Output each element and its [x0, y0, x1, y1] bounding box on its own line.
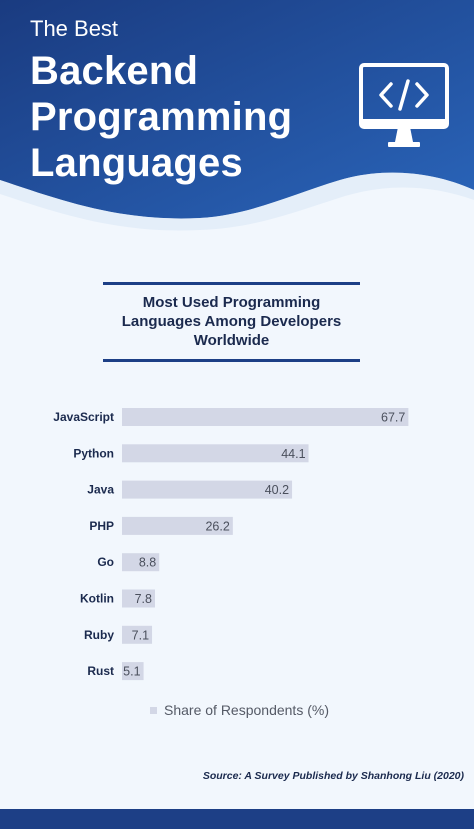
page-title-line-3: Languages — [30, 141, 243, 185]
page-title-line-1: Backend — [30, 49, 199, 93]
category-label: PHP — [89, 519, 114, 533]
bar — [122, 553, 160, 572]
bar-chart: JavaScript 67.7 Python 44.1 Java 40.2 PHP 26.2 G… — [53, 408, 409, 681]
category-label: Java — [87, 483, 114, 497]
bar — [122, 408, 409, 426]
chart-title-line-3: Worldwide — [193, 332, 270, 349]
category-label: Kotlin — [80, 592, 114, 606]
bar — [122, 444, 309, 463]
bar — [122, 662, 144, 681]
bar-value-label: 5.1 — [123, 665, 140, 679]
page-title-line-2: Programming — [30, 95, 293, 139]
bar — [122, 480, 293, 499]
bar-value-label: 7.8 — [135, 592, 152, 606]
chart-heading-top-rule — [103, 282, 360, 285]
page-title: Backend Programming Languages — [30, 48, 292, 186]
legend-swatch — [150, 706, 157, 714]
category-label: Python — [73, 446, 114, 460]
category-label: Go — [97, 555, 114, 569]
chart-title: Most Used Programming Languages Among De… — [103, 293, 360, 350]
bar-value-label: 8.8 — [139, 556, 156, 570]
chart-legend: Share of Respondents (%) — [150, 702, 329, 718]
chart-title-line-1: Most Used Programming — [142, 294, 321, 311]
category-label: Rust — [87, 664, 114, 678]
bar — [122, 625, 153, 644]
chart-title-line-2: Languages Among Developers — [121, 313, 342, 330]
bar-value-label: 44.1 — [281, 447, 305, 461]
category-label: Ruby — [84, 628, 114, 642]
bar — [122, 516, 233, 535]
source-note: Source: A Survey Published by Shanhong L… — [202, 770, 464, 782]
footer-bar — [0, 809, 474, 829]
bar-value-label: 67.7 — [381, 411, 405, 425]
header-kicker: The Best — [30, 16, 119, 41]
bar-value-label: 7.1 — [132, 628, 149, 642]
bar-value-label: 40.2 — [265, 483, 289, 497]
code-monitor-icon — [359, 63, 449, 147]
bar — [122, 589, 155, 608]
legend-label: Share of Respondents (%) — [164, 702, 329, 718]
bar-value-label: 26.2 — [205, 519, 229, 533]
header-background — [0, 0, 474, 231]
chart-heading-bottom-rule — [103, 359, 360, 362]
chart-heading: Most Used Programming Languages Among De… — [103, 282, 360, 362]
category-label: JavaScript — [53, 410, 114, 424]
